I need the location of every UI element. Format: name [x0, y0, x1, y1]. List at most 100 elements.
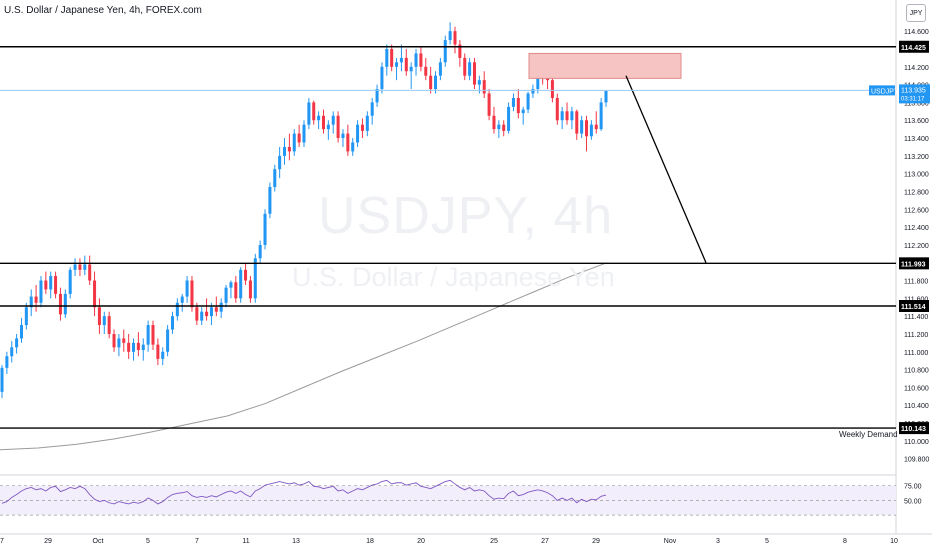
candle-body: [273, 169, 277, 188]
candle-body: [468, 62, 472, 76]
candle-body: [283, 146, 287, 156]
candle-body: [526, 93, 530, 110]
candle-body: [360, 124, 364, 131]
candle-body: [453, 31, 457, 45]
candle-body: [219, 302, 223, 312]
candle-body: [151, 325, 155, 345]
candle-body: [78, 264, 82, 270]
candle-body: [531, 89, 535, 94]
level-price-tag: [899, 40, 929, 53]
candle-body: [429, 75, 433, 90]
time-tick-label: 5: [146, 538, 150, 545]
candle-body: [463, 57, 467, 76]
candle-body: [112, 333, 116, 348]
candle-body: [502, 124, 506, 131]
candle-body: [599, 102, 603, 130]
rsi-tick-label: 50.00: [904, 498, 922, 505]
candle-body: [580, 120, 584, 134]
candle-body: [54, 276, 58, 294]
candle-body: [497, 124, 501, 130]
candle-body: [326, 124, 330, 130]
currency-badge[interactable]: JPY: [906, 4, 926, 22]
price-tick-label: 110.600: [904, 385, 929, 392]
watermark-symbol: USDJPY, 4h: [318, 187, 614, 245]
price-tick-label: 113.600: [904, 118, 929, 125]
last-price-tag: [899, 84, 930, 104]
candle-body: [93, 280, 97, 308]
moving-average-line: [0, 262, 608, 451]
candle-body: [404, 57, 408, 72]
price-tick-label: 111.000: [904, 350, 928, 357]
candle-body: [507, 106, 511, 131]
candle-body: [195, 307, 199, 321]
last-price-label: 113.935: [901, 87, 926, 94]
candle-body: [5, 356, 9, 368]
candle-body: [443, 40, 447, 63]
price-tick-label: 113.000: [904, 172, 929, 179]
candle-body: [409, 66, 413, 72]
candle-body: [234, 282, 238, 299]
candle-body: [555, 97, 559, 121]
price-tick-label: 110.400: [904, 403, 929, 410]
candle-body: [351, 142, 355, 152]
level-price-tag: [899, 299, 929, 312]
candle-body: [570, 111, 574, 121]
candle-body: [102, 316, 106, 326]
level-note: Weekly Demand: [839, 430, 898, 439]
candle-body: [380, 66, 384, 90]
candle-body: [58, 293, 62, 315]
candle-body: [170, 316, 174, 330]
candle-body: [166, 329, 170, 352]
candle-body: [0, 367, 4, 392]
price-tick-label: 113.400: [904, 136, 929, 143]
candle-body: [141, 344, 145, 350]
price-tick-label: 109.800: [904, 457, 929, 464]
price-tick-label: 112.200: [904, 243, 929, 250]
price-tick-label: 110.000: [904, 439, 929, 446]
candle-body: [302, 124, 306, 143]
candle-body: [356, 124, 360, 143]
candle-body: [214, 307, 218, 312]
price-tick-label: 110.800: [904, 368, 929, 375]
candle-body: [438, 62, 442, 76]
candle-body: [44, 280, 48, 290]
candle-body: [434, 75, 438, 90]
time-tick-label: 29: [44, 538, 52, 545]
price-tick-label: 111.800: [904, 279, 928, 286]
level-price-label: 111.993: [901, 261, 926, 268]
supply-zone-box: [528, 52, 682, 79]
candle-body: [312, 102, 316, 121]
candle-body: [604, 90, 608, 103]
candle-body: [365, 115, 369, 131]
candle-body: [414, 53, 418, 67]
price-tick-label: 111.600: [904, 296, 928, 303]
price-tick-label: 111.200: [904, 332, 928, 339]
symbol-tag: [869, 85, 895, 96]
level-price-tag: [899, 257, 929, 270]
candle-body: [375, 89, 379, 103]
candle-body: [336, 115, 340, 139]
candle-body: [390, 48, 394, 67]
candle-body: [585, 120, 589, 137]
candle-body: [550, 80, 554, 98]
candle-body: [331, 115, 335, 125]
candle-body: [88, 264, 92, 281]
candle-body: [107, 316, 111, 334]
candle-body: [395, 62, 399, 67]
time-tick-label: 8: [843, 538, 847, 545]
candle-body: [29, 296, 33, 308]
candle-body: [136, 342, 140, 350]
candle-body: [117, 338, 121, 348]
candle-body: [83, 264, 87, 270]
candle-body: [263, 213, 267, 245]
time-tick-label: 10: [890, 538, 898, 545]
time-tick-label: 7: [0, 538, 4, 545]
watermark-name: U.S. Dollar / Japanese Yen: [292, 262, 615, 292]
chart-title: U.S. Dollar / Japanese Yen, 4h, FOREX.co…: [4, 5, 202, 16]
candle-body: [190, 280, 194, 308]
projection-line: [625, 75, 707, 263]
candle-body: [278, 155, 282, 170]
time-tick-label: 7: [195, 538, 199, 545]
candle-body: [458, 44, 462, 58]
